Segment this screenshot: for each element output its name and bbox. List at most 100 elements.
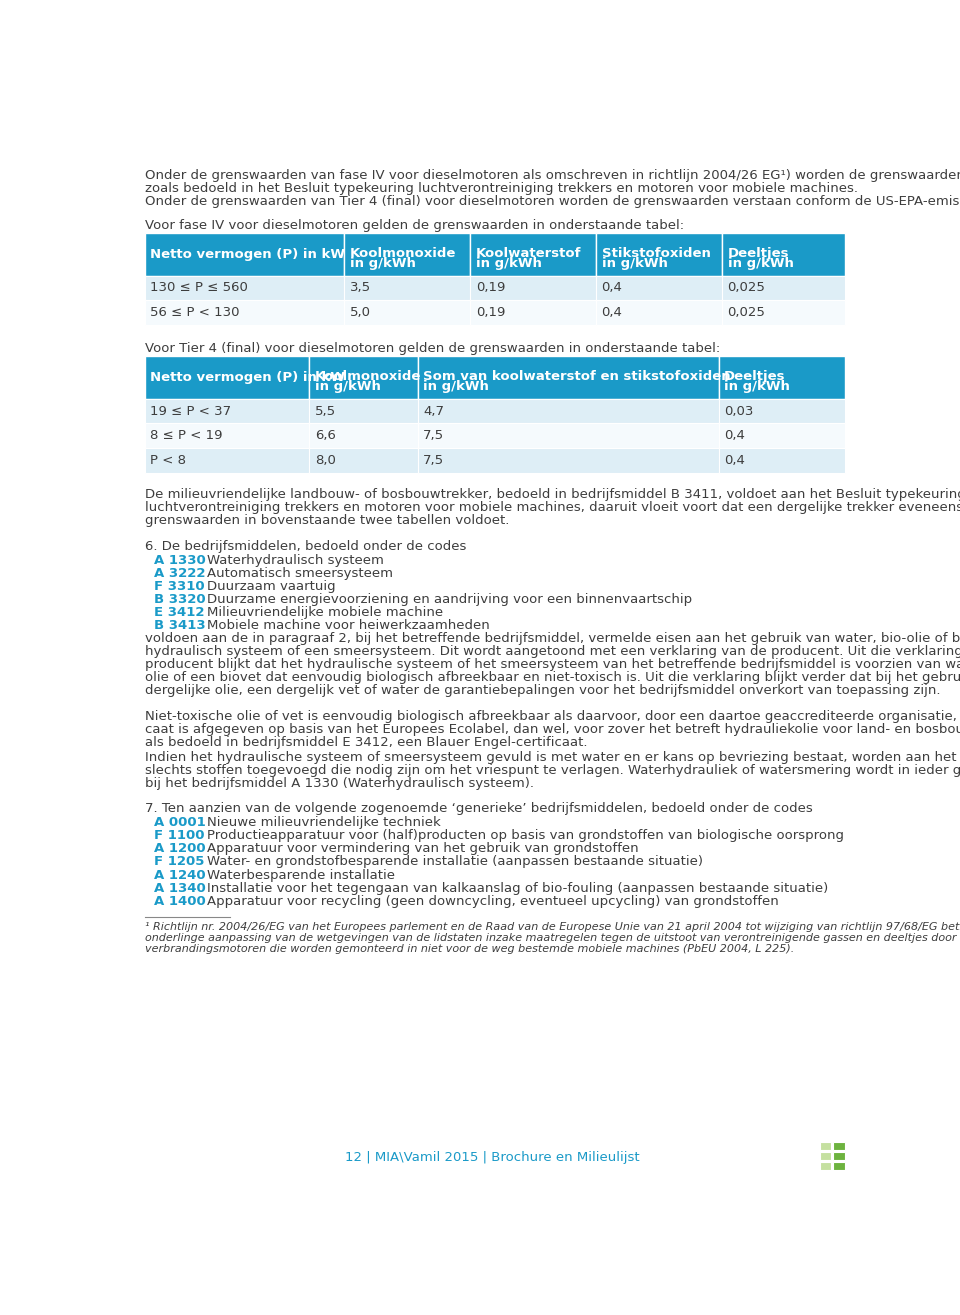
Text: Apparatuur voor recycling (geen downcycling, eventueel upcycling) van grondstoff: Apparatuur voor recycling (geen downcycl… <box>206 894 779 907</box>
Text: Niet-toxische olie of vet is eenvoudig biologisch afbreekbaar als daarvoor, door: Niet-toxische olie of vet is eenvoudig b… <box>145 710 960 723</box>
Bar <box>719 448 845 472</box>
Bar <box>345 300 470 325</box>
Text: 7. Ten aanzien van de volgende zogenoemde ‘generieke’ bedrijfsmiddelen, bedoeld : 7. Ten aanzien van de volgende zogenoemd… <box>145 802 812 815</box>
Text: Indien het hydraulische systeem of smeersysteem gevuld is met water en er kans o: Indien het hydraulische systeem of smeer… <box>145 751 960 764</box>
Text: verbrandingsmotoren die worden gemonteerd in niet voor de weg bestemde mobiele m: verbrandingsmotoren die worden gemonteer… <box>145 944 794 953</box>
Text: Apparatuur voor vermindering van het gebruik van grondstoffen: Apparatuur voor vermindering van het geb… <box>206 843 638 855</box>
Bar <box>719 423 845 448</box>
Text: ¹ Richtlijn nr. 2004/26/EG van het Europees parlement en de Raad van de Europese: ¹ Richtlijn nr. 2004/26/EG van het Europ… <box>145 922 960 932</box>
Bar <box>145 233 345 276</box>
Text: 0,025: 0,025 <box>728 281 765 295</box>
Bar <box>345 276 470 300</box>
Text: in g/kWh: in g/kWh <box>602 256 667 270</box>
Text: 3,5: 3,5 <box>349 281 371 295</box>
Text: dergelijke olie, een dergelijk vet of water de garantiebepalingen voor het bedri: dergelijke olie, een dergelijk vet of wa… <box>145 685 940 697</box>
Text: Voor fase IV voor dieselmotoren gelden de grenswaarden in onderstaande tabel:: Voor fase IV voor dieselmotoren gelden d… <box>145 218 684 231</box>
Text: caat is afgegeven op basis van het Europees Ecolabel, dan wel, voor zover het be: caat is afgegeven op basis van het Europ… <box>145 723 960 736</box>
Text: 5,0: 5,0 <box>349 306 371 320</box>
Bar <box>596 300 722 325</box>
Bar <box>722 276 845 300</box>
Bar <box>596 276 722 300</box>
Text: Koolwaterstof: Koolwaterstof <box>475 247 581 260</box>
Bar <box>309 423 418 448</box>
Text: in g/kWh: in g/kWh <box>315 380 380 393</box>
Text: 4,7: 4,7 <box>423 405 444 418</box>
Text: Onder de grenswaarden van fase IV voor dieselmotoren als omschreven in richtlijn: Onder de grenswaarden van fase IV voor d… <box>145 168 960 181</box>
Text: 0,4: 0,4 <box>724 429 745 442</box>
Bar <box>145 423 309 448</box>
Text: in g/kWh: in g/kWh <box>728 256 794 270</box>
Bar <box>309 448 418 472</box>
Text: B 3320: B 3320 <box>155 593 205 606</box>
Text: 8 ≤ P < 19: 8 ≤ P < 19 <box>150 429 223 442</box>
Text: A 3222: A 3222 <box>155 567 205 580</box>
Text: 6. De bedrijfsmiddelen, bedoeld onder de codes: 6. De bedrijfsmiddelen, bedoeld onder de… <box>145 539 467 552</box>
Text: in g/kWh: in g/kWh <box>423 380 489 393</box>
Text: zoals bedoeld in het Besluit typekeuring luchtverontreiniging trekkers en motore: zoals bedoeld in het Besluit typekeuring… <box>145 181 858 195</box>
Bar <box>309 356 418 398</box>
Text: Installatie voor het tegengaan van kalkaanslag of bio-fouling (aanpassen bestaan: Installatie voor het tegengaan van kalka… <box>206 881 828 894</box>
Bar <box>596 233 722 276</box>
Text: Waterhydraulisch systeem: Waterhydraulisch systeem <box>206 554 384 567</box>
Bar <box>145 448 309 472</box>
Text: A 1340: A 1340 <box>155 881 205 894</box>
Text: 0,4: 0,4 <box>602 306 622 320</box>
Text: F 1100: F 1100 <box>155 830 204 842</box>
Bar <box>418 398 719 423</box>
Text: Stikstofoxiden: Stikstofoxiden <box>602 247 710 260</box>
Text: 8,0: 8,0 <box>315 454 336 467</box>
Bar <box>470 276 596 300</box>
Text: Deeltjes: Deeltjes <box>724 370 785 383</box>
Bar <box>145 276 345 300</box>
Bar <box>719 356 845 398</box>
Text: A 0001: A 0001 <box>155 817 205 830</box>
Text: 0,4: 0,4 <box>724 454 745 467</box>
Text: F 1205: F 1205 <box>155 856 204 868</box>
Text: 7,5: 7,5 <box>423 454 444 467</box>
Bar <box>418 356 719 398</box>
Text: voldoen aan de in paragraaf 2, bij het betreffende bedrijfsmiddel, vermelde eise: voldoen aan de in paragraaf 2, bij het b… <box>145 633 960 646</box>
Text: Netto vermogen (P) in kW: Netto vermogen (P) in kW <box>150 249 346 260</box>
Text: 0,19: 0,19 <box>475 281 505 295</box>
Bar <box>820 1141 831 1151</box>
Text: P < 8: P < 8 <box>150 454 186 467</box>
Text: De milieuvriendelijke landbouw- of bosbouwtrekker, bedoeld in bedrijfsmiddel B 3: De milieuvriendelijke landbouw- of bosbo… <box>145 488 960 501</box>
Text: 7,5: 7,5 <box>423 429 444 442</box>
Text: Automatisch smeersysteem: Automatisch smeersysteem <box>206 567 393 580</box>
Text: Onder de grenswaarden van Tier 4 (final) voor dieselmotoren worden de grenswaard: Onder de grenswaarden van Tier 4 (final)… <box>145 195 960 208</box>
Text: Nieuwe milieuvriendelijke techniek: Nieuwe milieuvriendelijke techniek <box>206 817 441 830</box>
Text: 19 ≤ P < 37: 19 ≤ P < 37 <box>150 405 231 418</box>
Bar <box>418 423 719 448</box>
Text: B 3413: B 3413 <box>155 619 205 633</box>
Text: als bedoeld in bedrijfsmiddel E 3412, een Blauer Engel-certificaat.: als bedoeld in bedrijfsmiddel E 3412, ee… <box>145 736 588 750</box>
Bar <box>345 233 470 276</box>
Bar <box>820 1162 831 1170</box>
Text: slechts stoffen toegevoegd die nodig zijn om het vriespunt te verlagen. Waterhyd: slechts stoffen toegevoegd die nodig zij… <box>145 764 960 777</box>
Text: grenswaarden in bovenstaande twee tabellen voldoet.: grenswaarden in bovenstaande twee tabell… <box>145 514 509 527</box>
Bar <box>722 300 845 325</box>
Text: in g/kWh: in g/kWh <box>475 256 541 270</box>
Text: 5,5: 5,5 <box>315 405 336 418</box>
Text: in g/kWh: in g/kWh <box>724 380 790 393</box>
Text: in g/kWh: in g/kWh <box>349 256 416 270</box>
Text: Som van koolwaterstof en stikstofoxiden: Som van koolwaterstof en stikstofoxiden <box>423 370 731 383</box>
Bar <box>145 300 345 325</box>
Text: Mobiele machine voor heiwerkzaamheden: Mobiele machine voor heiwerkzaamheden <box>206 619 490 633</box>
Text: Duurzaam vaartuig: Duurzaam vaartuig <box>206 580 335 593</box>
Text: bij het bedrijfsmiddel A 1330 (Waterhydraulisch systeem).: bij het bedrijfsmiddel A 1330 (Waterhydr… <box>145 777 534 790</box>
Text: Milieuvriendelijke mobiele machine: Milieuvriendelijke mobiele machine <box>206 606 443 619</box>
Bar <box>470 233 596 276</box>
Text: Koolmonoxide: Koolmonoxide <box>349 247 456 260</box>
Text: A 1200: A 1200 <box>155 843 205 855</box>
Bar <box>833 1141 845 1151</box>
Bar <box>820 1152 831 1160</box>
Text: 0,025: 0,025 <box>728 306 765 320</box>
Text: Netto vermogen (P) in kW: Netto vermogen (P) in kW <box>150 371 346 384</box>
Text: A 1330: A 1330 <box>155 554 205 567</box>
Text: Deeltjes: Deeltjes <box>728 247 789 260</box>
Text: Voor Tier 4 (final) voor dieselmotoren gelden de grenswaarden in onderstaande ta: Voor Tier 4 (final) voor dieselmotoren g… <box>145 342 720 355</box>
Text: F 3310: F 3310 <box>155 580 204 593</box>
Text: A 1240: A 1240 <box>155 868 205 881</box>
Bar <box>833 1152 845 1160</box>
Text: 6,6: 6,6 <box>315 429 336 442</box>
